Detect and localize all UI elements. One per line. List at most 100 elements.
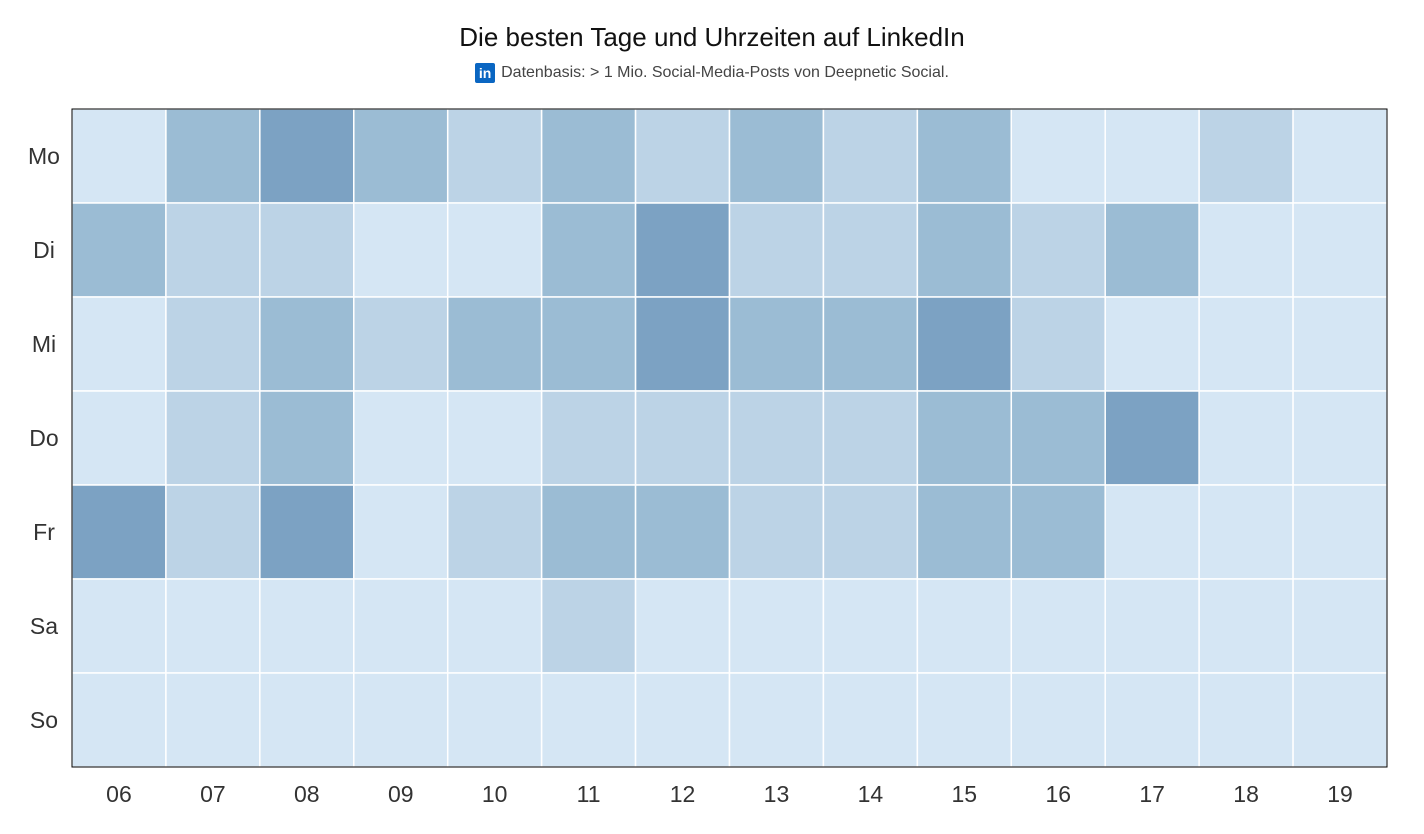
heatmap-cell-mo-14 <box>822 108 919 204</box>
heatmap-cell-fr-16 <box>1010 484 1106 580</box>
heatmap-cell-sa-15 <box>916 578 1013 674</box>
heatmap-cell-mo-19 <box>1292 108 1388 204</box>
heatmap-cell-mo-12 <box>634 108 731 204</box>
heatmap-cell-do-15 <box>916 390 1013 486</box>
heatmap-cell-so-18 <box>1198 672 1294 768</box>
x-tick-label: 06 <box>106 781 132 807</box>
heatmap-cell-so-09 <box>353 672 449 768</box>
x-tick-label: 17 <box>1139 781 1165 807</box>
heatmap-cell-mo-17 <box>1104 108 1200 204</box>
heatmap-cell-so-17 <box>1104 672 1200 768</box>
y-tick-label: Do <box>29 425 58 451</box>
heatmap-cell-sa-17 <box>1104 578 1200 674</box>
heatmap-cell-mo-06 <box>71 108 167 204</box>
heatmap-cell-di-13 <box>728 202 825 298</box>
heatmap-cell-mi-19 <box>1292 296 1388 392</box>
heatmap-cell-di-19 <box>1292 202 1388 298</box>
heatmap-cell-sa-10 <box>446 578 543 674</box>
heatmap-cell-di-17 <box>1104 202 1200 298</box>
heatmap-cell-so-10 <box>446 672 543 768</box>
heatmap-cell-do-14 <box>822 390 919 486</box>
x-tick-label: 08 <box>294 781 320 807</box>
heatmap-cell-do-13 <box>728 390 825 486</box>
heatmap-cell-so-12 <box>634 672 731 768</box>
heatmap-cell-fr-17 <box>1104 484 1200 580</box>
heatmap-cell-so-15 <box>916 672 1013 768</box>
heatmap-cell-fr-15 <box>916 484 1013 580</box>
heatmap-cell-do-16 <box>1010 390 1106 486</box>
chart-subtitle: in Datenbasis: > 1 Mio. Social-Media-Pos… <box>0 63 1424 83</box>
heatmap-cell-do-08 <box>259 390 355 486</box>
y-tick-label: So <box>30 707 58 733</box>
heatmap-cell-di-15 <box>916 202 1013 298</box>
heatmap-cell-so-08 <box>259 672 355 768</box>
x-tick-label: 09 <box>388 781 414 807</box>
heatmap-cell-do-10 <box>446 390 543 486</box>
heatmap-cell-sa-07 <box>165 578 261 674</box>
heatmap-cell-do-06 <box>71 390 167 486</box>
heatmap-cell-so-07 <box>165 672 261 768</box>
heatmap-cell-fr-11 <box>540 484 637 580</box>
heatmap-cell-do-19 <box>1292 390 1388 486</box>
heatmap-cell-di-12 <box>634 202 731 298</box>
heatmap-cell-mo-16 <box>1010 108 1106 204</box>
heatmap-cell-mi-09 <box>353 296 449 392</box>
heatmap-cell-di-08 <box>259 202 355 298</box>
heatmap-cell-sa-19 <box>1292 578 1388 674</box>
y-tick-label: Fr <box>33 519 55 545</box>
heatmap-cell-mo-07 <box>165 108 261 204</box>
heatmap-cell-fr-06 <box>71 484 167 580</box>
plot-frame <box>71 108 1388 768</box>
heatmap-cell-mi-15 <box>916 296 1013 392</box>
heatmap-cell-mi-16 <box>1010 296 1106 392</box>
heatmap-cell-so-06 <box>71 672 167 768</box>
heatmap-cell-fr-19 <box>1292 484 1388 580</box>
heatmap-cell-fr-14 <box>822 484 919 580</box>
heatmap-cell-di-14 <box>822 202 919 298</box>
heatmap-cell-mi-12 <box>634 296 731 392</box>
heatmap-cell-mi-17 <box>1104 296 1200 392</box>
heatmap-cell-do-11 <box>540 390 637 486</box>
heatmap-cell-sa-18 <box>1198 578 1294 674</box>
y-tick-label: Sa <box>30 613 58 639</box>
heatmap-cell-do-07 <box>165 390 261 486</box>
x-tick-label: 10 <box>482 781 508 807</box>
heatmap-cell-sa-09 <box>353 578 449 674</box>
subtitle-text: Datenbasis: > 1 Mio. Social-Media-Posts … <box>501 64 949 81</box>
heatmap-cell-fr-09 <box>353 484 449 580</box>
heatmap-cell-do-12 <box>634 390 731 486</box>
heatmap-cell-mi-07 <box>165 296 261 392</box>
heatmap-cell-mi-10 <box>446 296 543 392</box>
chart-title: Die besten Tage und Uhrzeiten auf Linked… <box>459 22 965 52</box>
heatmap-cell-so-16 <box>1010 672 1106 768</box>
heatmap-cell-di-06 <box>71 202 167 298</box>
heatmap-cell-do-17 <box>1104 390 1200 486</box>
heatmap-cell-mo-11 <box>540 108 637 204</box>
x-tick-label: 15 <box>952 781 978 807</box>
x-tick-label: 16 <box>1045 781 1071 807</box>
heatmap-cell-mi-14 <box>822 296 919 392</box>
x-tick-label: 13 <box>764 781 790 807</box>
heatmap-cell-mi-08 <box>259 296 355 392</box>
heatmap-cell-fr-12 <box>634 484 731 580</box>
heatmap-cell-sa-14 <box>822 578 919 674</box>
heatmap-cell-di-09 <box>353 202 449 298</box>
heatmap-cell-so-19 <box>1292 672 1388 768</box>
heatmap-cell-sa-16 <box>1010 578 1106 674</box>
heatmap-cell-so-11 <box>540 672 637 768</box>
heatmap-cell-sa-11 <box>540 578 637 674</box>
linkedin-icon: in <box>475 63 496 83</box>
y-tick-label: Mi <box>32 331 56 357</box>
y-tick-label: Di <box>33 237 55 263</box>
heatmap-cell-fr-10 <box>446 484 543 580</box>
heatmap-cell-mo-09 <box>353 108 449 204</box>
heatmap-cell-mo-08 <box>259 108 355 204</box>
heatmap-cell-fr-07 <box>165 484 261 580</box>
heatmap-cell-so-14 <box>822 672 919 768</box>
heatmap-cell-sa-08 <box>259 578 355 674</box>
heatmap-cell-di-10 <box>446 202 543 298</box>
heatmap-cell-mi-06 <box>71 296 167 392</box>
heatmap-cell-do-09 <box>353 390 449 486</box>
heatmap-cell-fr-13 <box>728 484 825 580</box>
